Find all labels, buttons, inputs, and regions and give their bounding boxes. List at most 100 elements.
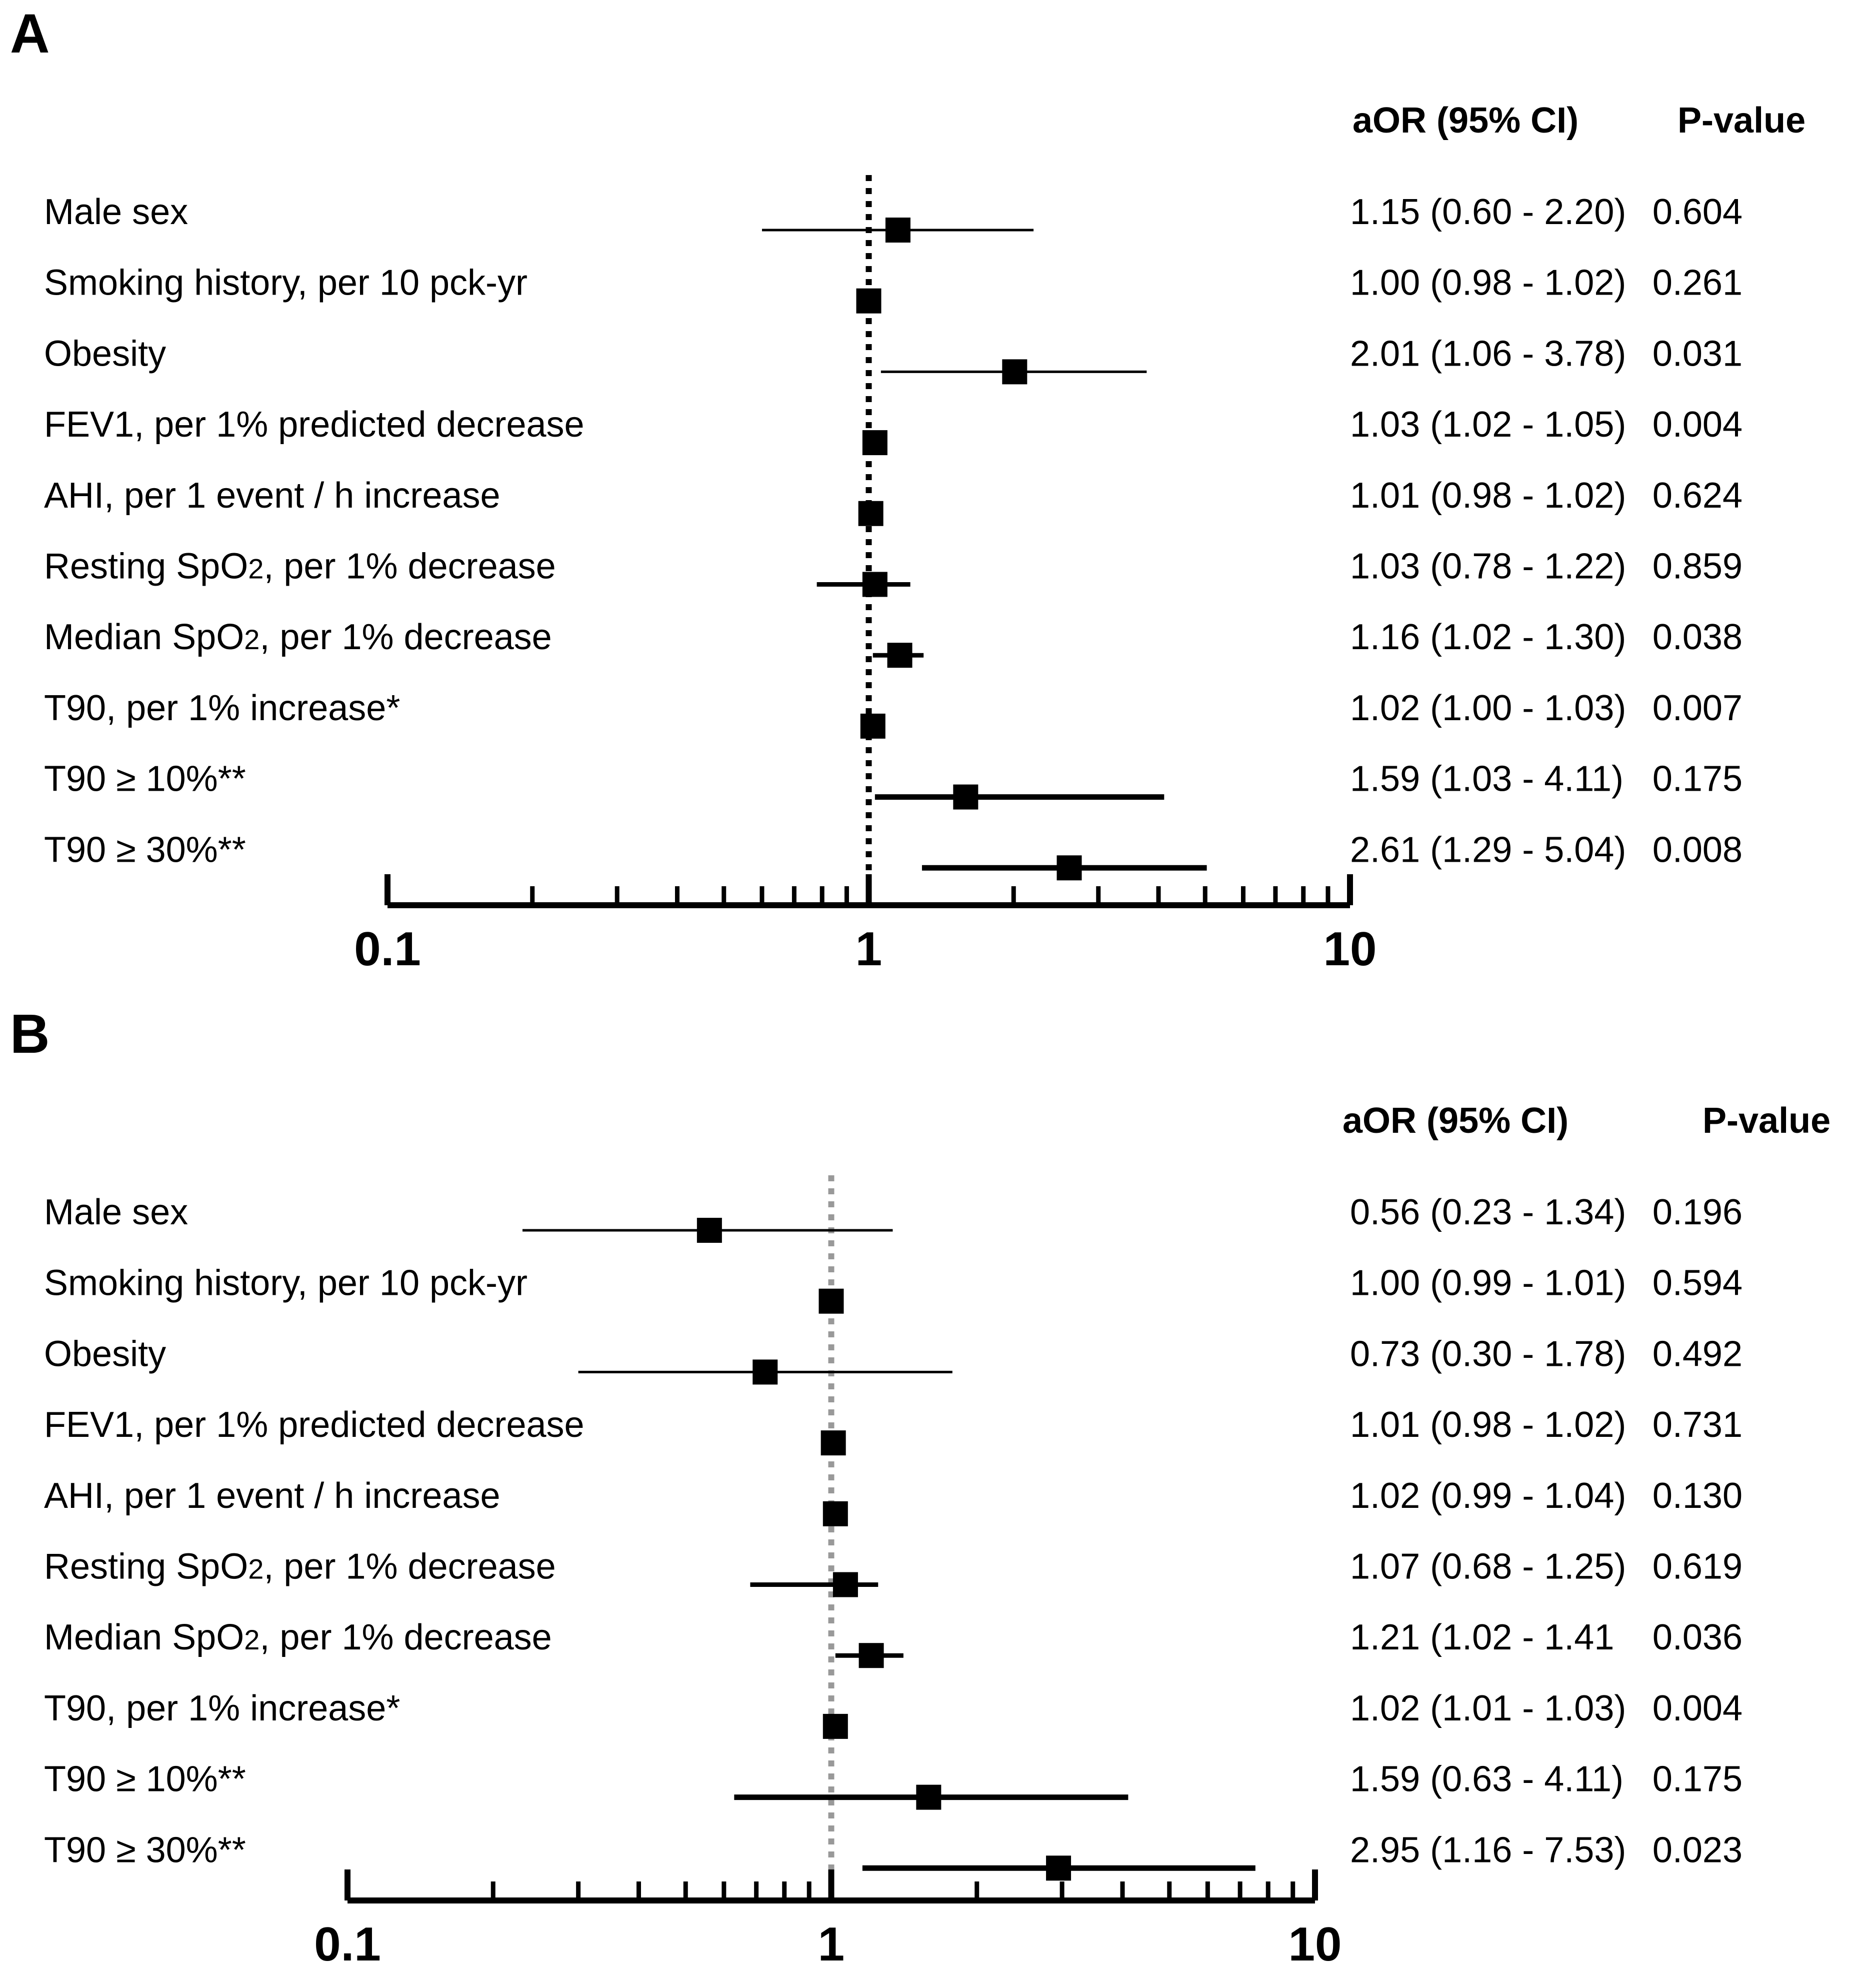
row-label-text-end: , per 1% decrease	[264, 547, 556, 587]
estimate-ci-text: 1.00 (0.99 - 1.01)	[1350, 1263, 1626, 1303]
row-label-text: AHI, per 1 event / h increase	[44, 1476, 500, 1516]
pvalue-text: 0.175	[1652, 759, 1742, 799]
row-label-text: Median SpO	[44, 1617, 244, 1657]
forest-row: T90 ≥ 10%** 1.59 (0.63 - 4.11) 0.175	[44, 1759, 1742, 1810]
pvalue-text: 0.604	[1652, 192, 1742, 232]
row-label: T90 ≥ 10%**	[44, 1759, 246, 1799]
row-label: Smoking history, per 10 pck-yr	[44, 263, 528, 303]
row-label: FEV1, per 1% predicted decrease	[44, 1405, 584, 1445]
row-label-text-end: , per 1% decrease	[260, 1617, 552, 1657]
x-axis: 0.1 1 10	[314, 1869, 1342, 1971]
estimate-ci-text: 1.03 (0.78 - 1.22)	[1350, 547, 1626, 587]
point-estimate-marker	[887, 643, 912, 668]
pvalue-text: 0.731	[1652, 1405, 1742, 1445]
row-label-text: Obesity	[44, 1334, 166, 1374]
forest-row: Male sex 0.56 (0.23 - 1.34) 0.196	[44, 1192, 1742, 1243]
point-estimate-marker	[856, 288, 882, 314]
forest-row: T90, per 1% increase* 1.02 (1.00 - 1.03) 0…	[44, 688, 1742, 739]
estimate-ci-text: 1.02 (0.99 - 1.04)	[1350, 1476, 1626, 1516]
pvalue-text: 0.004	[1652, 405, 1742, 445]
pvalue-column-header: P-value	[1702, 1101, 1830, 1141]
row-label-subscript: 2	[248, 553, 264, 585]
x-axis-tick-label: 1	[818, 1917, 844, 1971]
estimate-ci-text: 2.95 (1.16 - 7.53)	[1350, 1830, 1626, 1870]
row-label-text: Resting SpO	[44, 1547, 248, 1587]
pvalue-text: 0.261	[1652, 263, 1742, 303]
forest-row: Obesity 2.01 (1.06 - 3.78) 0.031	[44, 334, 1742, 385]
row-label: T90, per 1% increase*	[44, 1688, 400, 1728]
row-label: Obesity	[44, 1334, 166, 1374]
pvalue-text: 0.008	[1652, 830, 1742, 870]
x-axis-tick-label: 10	[1324, 922, 1377, 976]
estimate-ci-text: 1.03 (1.02 - 1.05)	[1350, 405, 1626, 445]
estimate-ci-text: 1.00 (0.98 - 1.02)	[1350, 263, 1626, 303]
forest-row: AHI, per 1 event / h increase 1.01 (0.98 …	[44, 476, 1742, 526]
forest-row: FEV1, per 1% predicted decrease 1.01 (0.9…	[44, 1405, 1742, 1456]
point-estimate-marker	[858, 501, 884, 526]
estimate-ci-text: 1.01 (0.98 - 1.02)	[1350, 1405, 1626, 1445]
point-estimate-marker	[820, 1430, 846, 1456]
row-label-text: T90 ≥ 10%**	[44, 759, 246, 799]
pvalue-text: 0.004	[1652, 1688, 1742, 1728]
row-label-text-end: , per 1% decrease	[260, 617, 552, 657]
estimate-ci-text: 1.16 (1.02 - 1.30)	[1350, 617, 1626, 657]
pvalue-text: 0.175	[1652, 1759, 1742, 1799]
forest-row: Obesity 0.73 (0.30 - 1.78) 0.492	[44, 1334, 1742, 1385]
point-estimate-marker	[822, 1501, 848, 1526]
point-estimate-marker	[752, 1359, 778, 1385]
forest-row: FEV1, per 1% predicted decrease 1.03 (1.0…	[44, 405, 1742, 456]
row-label: Resting SpO2, per 1% decrease	[44, 1547, 556, 1587]
row-label-text: FEV1, per 1% predicted decrease	[44, 1405, 584, 1445]
forest-row: T90 ≥ 30%** 2.95 (1.16 - 7.53) 0.023	[44, 1830, 1742, 1881]
point-estimate-marker	[885, 218, 910, 243]
forest-row: Resting SpO2, per 1% decrease 1.03 (0.78 …	[44, 547, 1742, 597]
pvalue-text: 0.007	[1652, 688, 1742, 728]
row-label: Male sex	[44, 1192, 188, 1232]
row-label-subscript: 2	[244, 1624, 260, 1655]
row-label-text: T90, per 1% increase*	[44, 1688, 400, 1728]
pvalue-text: 0.624	[1652, 476, 1742, 516]
row-label-text: Smoking history, per 10 pck-yr	[44, 263, 528, 303]
estimate-ci-text: 0.73 (0.30 - 1.78)	[1350, 1334, 1626, 1374]
x-axis-tick-label: 0.1	[314, 1917, 380, 1971]
row-label: Median SpO2, per 1% decrease	[44, 1617, 552, 1657]
pvalue-text: 0.031	[1652, 334, 1742, 374]
panel-letter: A	[10, 3, 50, 65]
estimate-ci-text: 2.61 (1.29 - 5.04)	[1350, 830, 1626, 870]
row-label: Smoking history, per 10 pck-yr	[44, 1263, 528, 1303]
estimate-ci-text: 1.15 (0.60 - 2.20)	[1350, 192, 1626, 232]
row-label: Median SpO2, per 1% decrease	[44, 617, 552, 657]
row-label: Resting SpO2, per 1% decrease	[44, 547, 556, 587]
row-label-text: T90 ≥ 30%**	[44, 830, 246, 870]
forest-row: Median SpO2, per 1% decrease 1.16 (1.02 -…	[44, 617, 1742, 668]
panel-letter: B	[10, 1003, 50, 1065]
point-estimate-marker	[1046, 1855, 1072, 1881]
pvalue-text: 0.492	[1652, 1334, 1742, 1374]
row-label-subscript: 2	[244, 624, 260, 655]
forest-row: Smoking history, per 10 pck-yr 1.00 (0.99…	[44, 1263, 1742, 1314]
pvalue-text: 0.196	[1652, 1192, 1742, 1232]
estimate-ci-text: 2.01 (1.06 - 3.78)	[1350, 334, 1626, 374]
estimate-ci-text: 1.59 (0.63 - 4.11)	[1350, 1759, 1624, 1799]
row-label-text: T90 ≥ 30%**	[44, 1830, 246, 1870]
point-estimate-marker	[822, 1713, 848, 1739]
estimate-ci-text: 1.21 (1.02 - 1.41	[1350, 1617, 1614, 1657]
pvalue-text: 0.038	[1652, 617, 1742, 657]
point-estimate-marker	[1056, 855, 1082, 881]
row-label-text: FEV1, per 1% predicted decrease	[44, 405, 584, 445]
row-label: T90 ≥ 30%**	[44, 1830, 246, 1870]
point-estimate-marker	[862, 572, 888, 597]
row-label: T90, per 1% increase*	[44, 688, 400, 728]
forest-row: Resting SpO2, per 1% decrease 1.07 (0.68 …	[44, 1547, 1742, 1597]
estimate-column-header: aOR (95% CI)	[1342, 1101, 1568, 1141]
forest-row: Median SpO2, per 1% decrease 1.21 (1.02 -…	[44, 1617, 1742, 1668]
row-label-subscript: 2	[248, 1553, 264, 1585]
x-axis-tick-label: 10	[1288, 1917, 1342, 1971]
estimate-ci-text: 1.59 (1.03 - 4.11)	[1350, 759, 1624, 799]
row-label-text-end: , per 1% decrease	[264, 1547, 556, 1587]
pvalue-text: 0.619	[1652, 1547, 1742, 1587]
x-axis-tick-label: 0.1	[354, 922, 420, 976]
